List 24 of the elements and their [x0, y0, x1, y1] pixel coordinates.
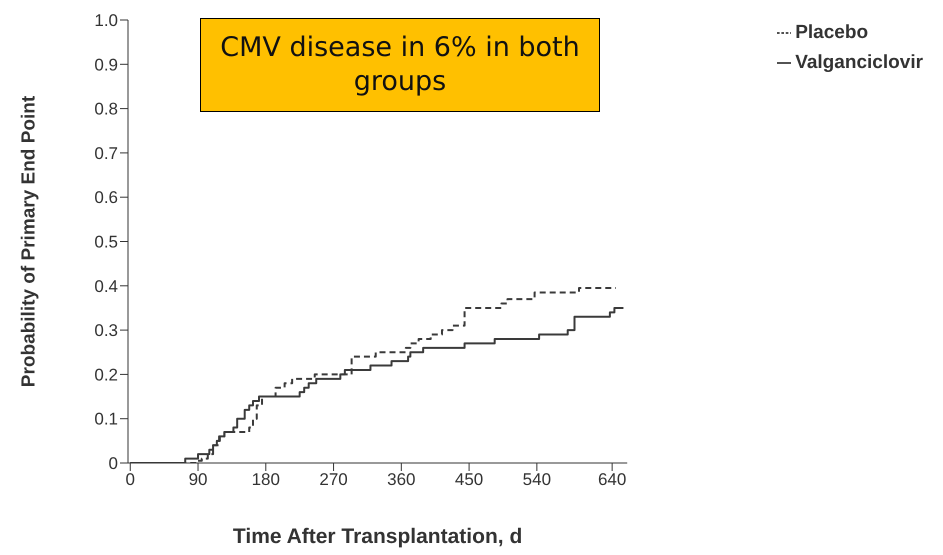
- legend-label: Valganciclovir: [795, 52, 923, 73]
- x-axis-title: Time After Transplantation, d: [232, 525, 522, 548]
- legend-label: Placebo: [795, 22, 868, 43]
- y-tick-label: 0.3: [94, 321, 118, 340]
- x-tick-label: 90: [188, 470, 208, 490]
- y-tick-label: 0.9: [94, 55, 118, 74]
- y-tick-label: 0.6: [94, 188, 118, 208]
- x-tick-label: 640: [598, 470, 626, 490]
- annotation: CMV disease in 6% in both groups: [219, 31, 581, 99]
- y-tick-label: 0.2: [94, 365, 118, 384]
- x-tick-label: 450: [454, 470, 484, 490]
- y-tick-label: 1.0: [94, 11, 118, 30]
- x-tick-label: 270: [319, 470, 348, 490]
- x-tick-label: 360: [387, 470, 416, 490]
- x-tick-label: 180: [252, 470, 280, 490]
- y-tick-label: 0: [108, 454, 118, 474]
- x-tick-label: 540: [522, 470, 552, 490]
- y-tick-label: 0.5: [94, 232, 118, 252]
- y-axis-title: Probability of Primary End Point: [18, 95, 40, 388]
- x-tick-label: 0: [126, 470, 135, 490]
- y-tick-label: 0.1: [94, 410, 118, 429]
- y-tick-label: 0.4: [94, 276, 118, 296]
- y-tick-label: 0.8: [94, 100, 118, 119]
- y-tick-label: 0.7: [94, 144, 118, 163]
